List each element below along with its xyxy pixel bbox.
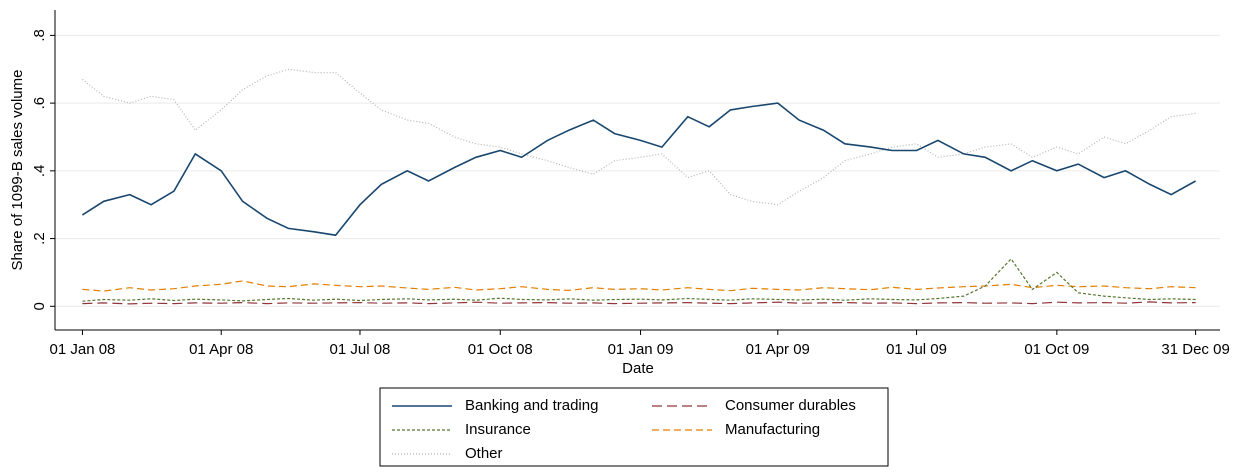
x-tick-label: 01 Jan 08	[50, 341, 116, 358]
legend-label: Insurance	[465, 421, 531, 438]
y-tick-label: .2	[31, 232, 48, 245]
x-tick-label: 01 Jul 09	[886, 341, 947, 358]
legend-box	[379, 387, 889, 467]
series-line	[82, 301, 1196, 305]
x-tick-label: 01 Oct 08	[468, 341, 533, 358]
x-tick-label: 31 Dec 09	[1161, 341, 1229, 358]
y-tick-label: .4	[31, 165, 48, 178]
y-axis-label: Share of 1099-B sales volume	[9, 70, 26, 271]
legend-label: Other	[465, 445, 503, 462]
y-tick-label: .8	[31, 29, 48, 42]
series-line	[82, 68, 1196, 206]
y-tick-label: 0	[31, 302, 48, 310]
series-line	[82, 280, 1196, 292]
x-tick-label: 01 Oct 09	[1024, 341, 1089, 358]
x-axis-label: Date	[622, 360, 654, 377]
x-tick-label: 01 Apr 09	[746, 341, 810, 358]
x-tick-label: 01 Jan 09	[608, 341, 674, 358]
legend-label: Consumer durables	[725, 397, 856, 414]
legend-label: Manufacturing	[725, 421, 820, 438]
legend-label: Banking and trading	[465, 397, 598, 414]
series-line	[82, 257, 1196, 302]
x-tick-label: 01 Apr 08	[189, 341, 253, 358]
y-tick-label: .6	[31, 97, 48, 110]
x-tick-label: 01 Jul 08	[330, 341, 391, 358]
series-line	[81, 102, 1196, 237]
